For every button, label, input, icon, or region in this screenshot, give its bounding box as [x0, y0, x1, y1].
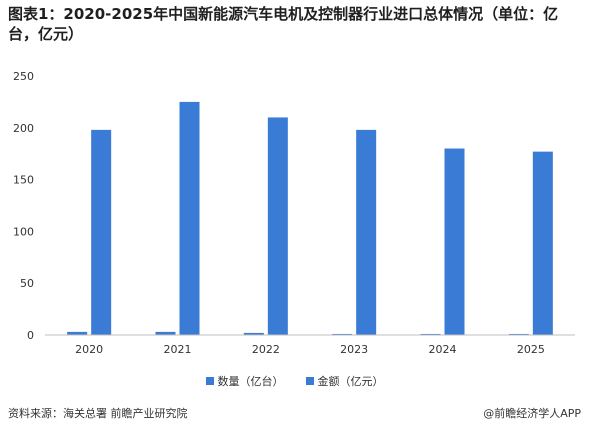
bar-amount [267, 117, 288, 335]
y-tick-label: 100 [13, 225, 34, 238]
footer: 资料来源：海关总署 前瞻产业研究院 @前瞻经济学人APP [8, 405, 581, 421]
bar-amount [356, 129, 377, 335]
x-tick-label: 2024 [429, 343, 457, 356]
y-tick-label: 200 [13, 122, 34, 135]
chart-title: 图表1：2020-2025年中国新能源汽车电机及控制器行业进口总体情况（单位：亿… [8, 5, 559, 43]
bar-quantity [508, 333, 529, 335]
legend-swatch-amount [305, 377, 314, 385]
y-tick-label: 150 [13, 174, 34, 187]
brand-label: @前瞻经济学人APP [483, 407, 581, 420]
y-axis: 0 50 100 150 200 250 [13, 70, 34, 342]
legend-item-quantity: 数量（亿台） [205, 373, 284, 389]
y-tick-label: 0 [27, 329, 34, 342]
bar-amount [91, 129, 112, 335]
legend-swatch-quantity [205, 377, 214, 385]
bar-amount [179, 101, 200, 336]
legend-label-quantity: 数量（亿台） [217, 375, 284, 388]
legend-label-amount: 金额（亿元） [317, 375, 384, 388]
bar-quantity [155, 331, 176, 335]
bar-amount [444, 148, 465, 335]
x-tick-label: 2023 [340, 343, 368, 356]
y-tick-label: 250 [13, 70, 34, 83]
x-axis: 2020 2021 2022 2023 2024 2025 [75, 343, 545, 356]
bar-series [67, 101, 553, 336]
bar-quantity [332, 333, 353, 335]
x-tick-label: 2020 [75, 343, 103, 356]
bar-amount [532, 151, 553, 335]
x-tick-label: 2025 [517, 343, 545, 356]
bar-quantity [420, 333, 441, 335]
legend-item-amount: 金额（亿元） [305, 373, 384, 389]
source-note: 资料来源：海关总署 前瞻产业研究院 [8, 407, 188, 420]
x-tick-label: 2022 [252, 343, 280, 356]
y-tick-label: 50 [20, 277, 34, 290]
chart-legend: 数量（亿台） 金额（亿元） [0, 373, 589, 389]
x-tick-label: 2021 [164, 343, 192, 356]
bar-quantity [243, 332, 264, 335]
bar-quantity [67, 331, 88, 335]
